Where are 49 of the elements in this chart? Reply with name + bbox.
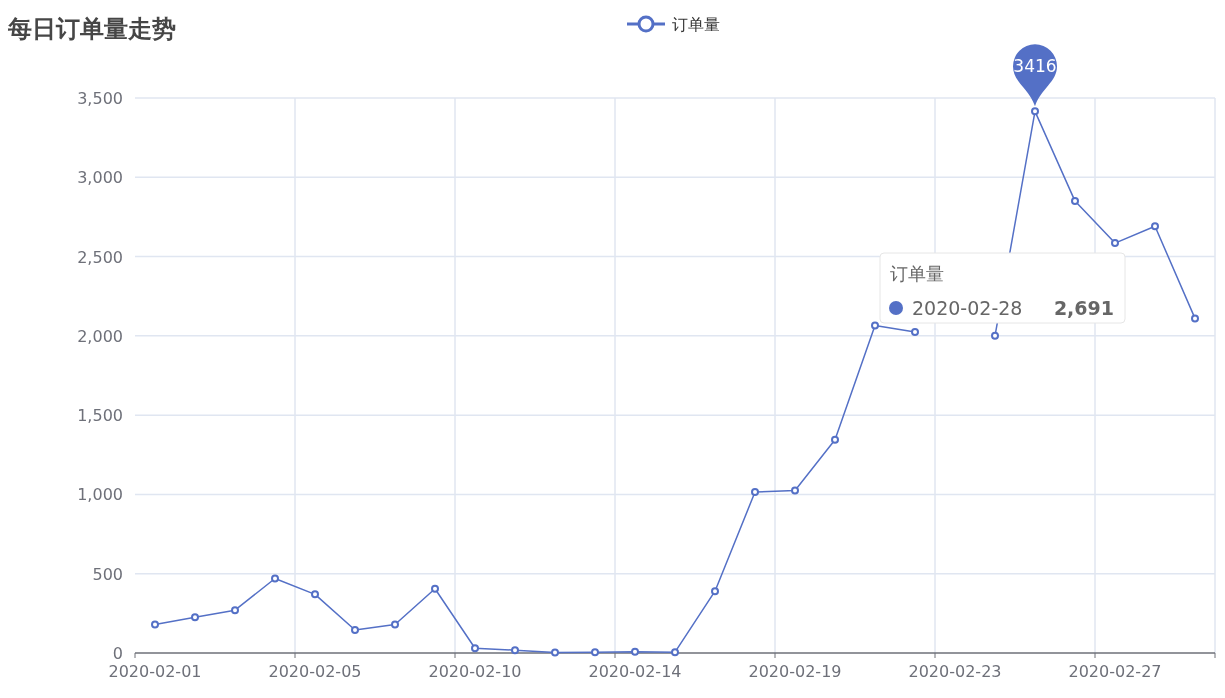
point [471, 644, 479, 653]
y-tick-label: 3,000 [77, 168, 123, 188]
x-tick-label: 2020-02-19 [748, 662, 842, 681]
x-tick-label: 2020-02-14 [588, 662, 682, 681]
x-tick-label: 2020-02-23 [908, 662, 1002, 681]
point [231, 606, 239, 615]
point [791, 486, 799, 495]
point [431, 584, 439, 593]
point [751, 488, 759, 497]
y-tick-label: 2,000 [77, 326, 123, 346]
point [551, 648, 559, 657]
point [831, 435, 839, 444]
y-tick-label: 2,500 [77, 247, 123, 267]
point [311, 590, 319, 599]
y-tick-label: 3,500 [77, 89, 123, 108]
x-tick-label: 2020-02-10 [428, 662, 522, 681]
annotation: 订单量 [890, 263, 944, 284]
x-tick-label: 2020-02-27 [1068, 662, 1162, 681]
y-tick-label: 500 [92, 564, 123, 584]
point [191, 613, 199, 622]
data-label: 3416 [1013, 56, 1057, 77]
picture-tooltip: 订单量 2020-02-28 2,691 [879, 252, 1126, 324]
x-tick-label: 2020-02-05 [268, 662, 362, 681]
point [631, 647, 639, 656]
point [991, 331, 999, 340]
point [511, 646, 519, 655]
point [391, 620, 399, 629]
x-tick-label: 2020-02-01 [108, 662, 202, 681]
point [1151, 222, 1159, 231]
annotation: 2020-02-28 [912, 297, 1023, 319]
y-tick-label: 1,000 [77, 485, 123, 505]
point [671, 648, 679, 657]
y-tick-label: 0 [112, 644, 123, 663]
point [911, 327, 919, 336]
point [151, 620, 159, 629]
point [1071, 197, 1079, 206]
point [871, 321, 879, 330]
point [1031, 107, 1039, 116]
picture-marker-pin: 3416 [1013, 44, 1057, 107]
point [271, 574, 279, 583]
point [1191, 314, 1199, 323]
point [1111, 239, 1119, 248]
annotation: 2,691 [1053, 297, 1114, 319]
legend-label: 订单量 [672, 15, 720, 34]
point [351, 626, 359, 635]
y-tick-label: 1,500 [77, 406, 123, 426]
point [591, 648, 599, 657]
point [711, 587, 719, 596]
chart-title: 每日订单量走势 [7, 15, 176, 43]
